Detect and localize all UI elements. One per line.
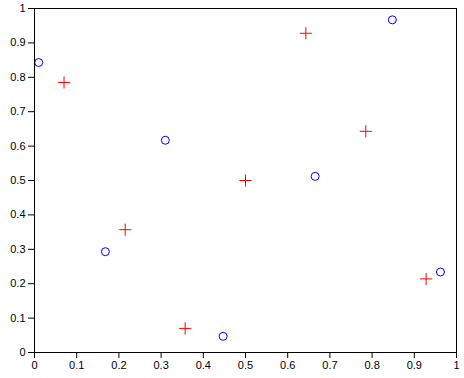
svg-text:0.7: 0.7: [322, 359, 337, 371]
svg-text:0.5: 0.5: [10, 174, 25, 186]
svg-text:0.4: 0.4: [196, 359, 211, 371]
svg-text:1: 1: [19, 2, 25, 14]
svg-text:0.1: 0.1: [69, 359, 84, 371]
svg-text:0.8: 0.8: [364, 359, 379, 371]
svg-text:0.2: 0.2: [111, 359, 126, 371]
svg-text:0.2: 0.2: [10, 277, 25, 289]
svg-text:0.4: 0.4: [10, 208, 25, 220]
svg-text:0.7: 0.7: [10, 105, 25, 117]
svg-text:0.5: 0.5: [238, 359, 253, 371]
svg-text:0: 0: [19, 346, 25, 358]
svg-text:0.3: 0.3: [10, 243, 25, 255]
svg-text:1: 1: [453, 359, 459, 371]
svg-text:0.6: 0.6: [10, 140, 25, 152]
svg-text:0.3: 0.3: [153, 359, 168, 371]
svg-text:0.9: 0.9: [10, 36, 25, 48]
svg-text:0.9: 0.9: [407, 359, 422, 371]
svg-text:0: 0: [31, 359, 37, 371]
svg-text:0.6: 0.6: [280, 359, 295, 371]
svg-text:0.8: 0.8: [10, 71, 25, 83]
svg-text:0.1: 0.1: [10, 312, 25, 324]
